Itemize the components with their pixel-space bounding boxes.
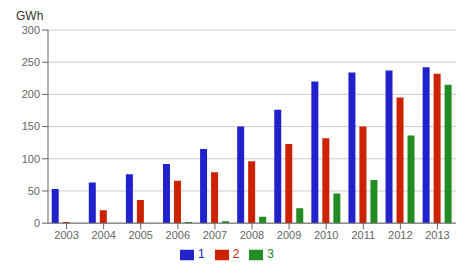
svg-text:2012: 2012 xyxy=(388,229,412,241)
svg-text:2010: 2010 xyxy=(314,229,338,241)
svg-text:100: 100 xyxy=(22,153,40,165)
svg-text:2009: 2009 xyxy=(277,229,301,241)
svg-text:250: 250 xyxy=(22,56,40,68)
svg-text:2006: 2006 xyxy=(166,229,190,241)
svg-text:2007: 2007 xyxy=(203,229,227,241)
svg-text:50: 50 xyxy=(28,185,40,197)
svg-text:2003: 2003 xyxy=(54,229,78,241)
svg-text:2008: 2008 xyxy=(240,229,264,241)
html-text:2: 2 xyxy=(232,247,240,262)
svg-text:0: 0 xyxy=(34,217,40,229)
html-text:GWh: GWh xyxy=(16,9,44,23)
html-text:3: 3 xyxy=(267,247,274,262)
svg-text:300: 300 xyxy=(22,24,40,36)
svg-text:2005: 2005 xyxy=(128,229,152,241)
svg-text:200: 200 xyxy=(22,88,40,100)
svg-text:150: 150 xyxy=(22,120,40,132)
html-text:1: 1 xyxy=(198,247,205,262)
svg-text:2013: 2013 xyxy=(425,229,449,241)
svg-text:2004: 2004 xyxy=(91,229,115,241)
svg-text:2011: 2011 xyxy=(351,229,375,241)
